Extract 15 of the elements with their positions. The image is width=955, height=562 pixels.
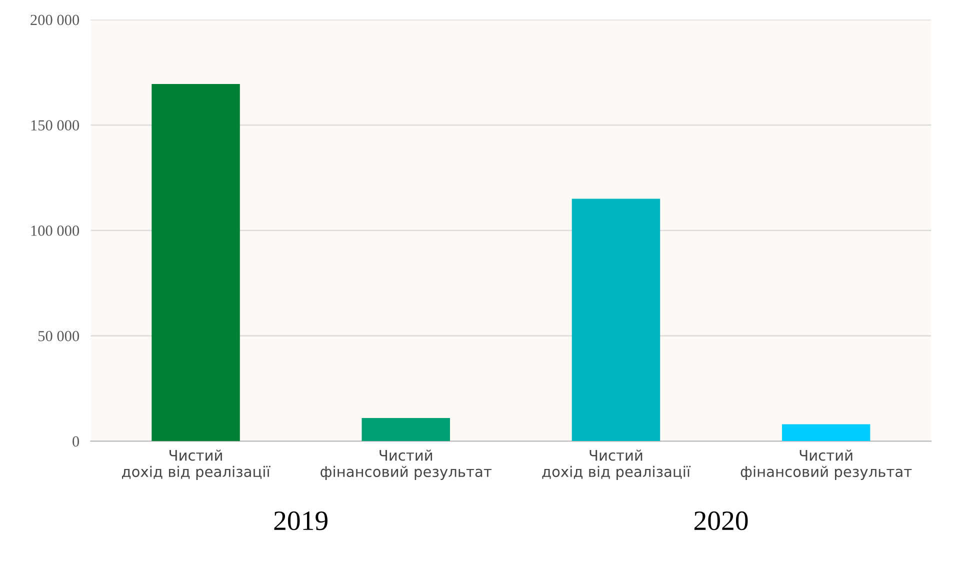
bar [152,84,240,442]
x-tick-label: Чистий дохід від реалізації [542,450,691,480]
y-tick-label: 50 000 [38,330,80,342]
y-tick-label: 150 000 [31,120,80,130]
bar [572,198,660,442]
text: 2019 [274,511,328,530]
x-tick-label: Чистий фінансовий результат [740,450,912,480]
text: 2020 [694,511,748,530]
x-tick-label: Чистий дохід від реалізації [122,450,270,480]
x-tick-label: Чистий фінансовий результат [320,450,492,480]
y-tick-label: 0 [72,436,80,447]
y-tick-label: 200 000 [30,14,80,26]
bar [362,418,450,442]
y-tick-label: 100 000 [31,226,80,236]
bar [782,424,870,442]
